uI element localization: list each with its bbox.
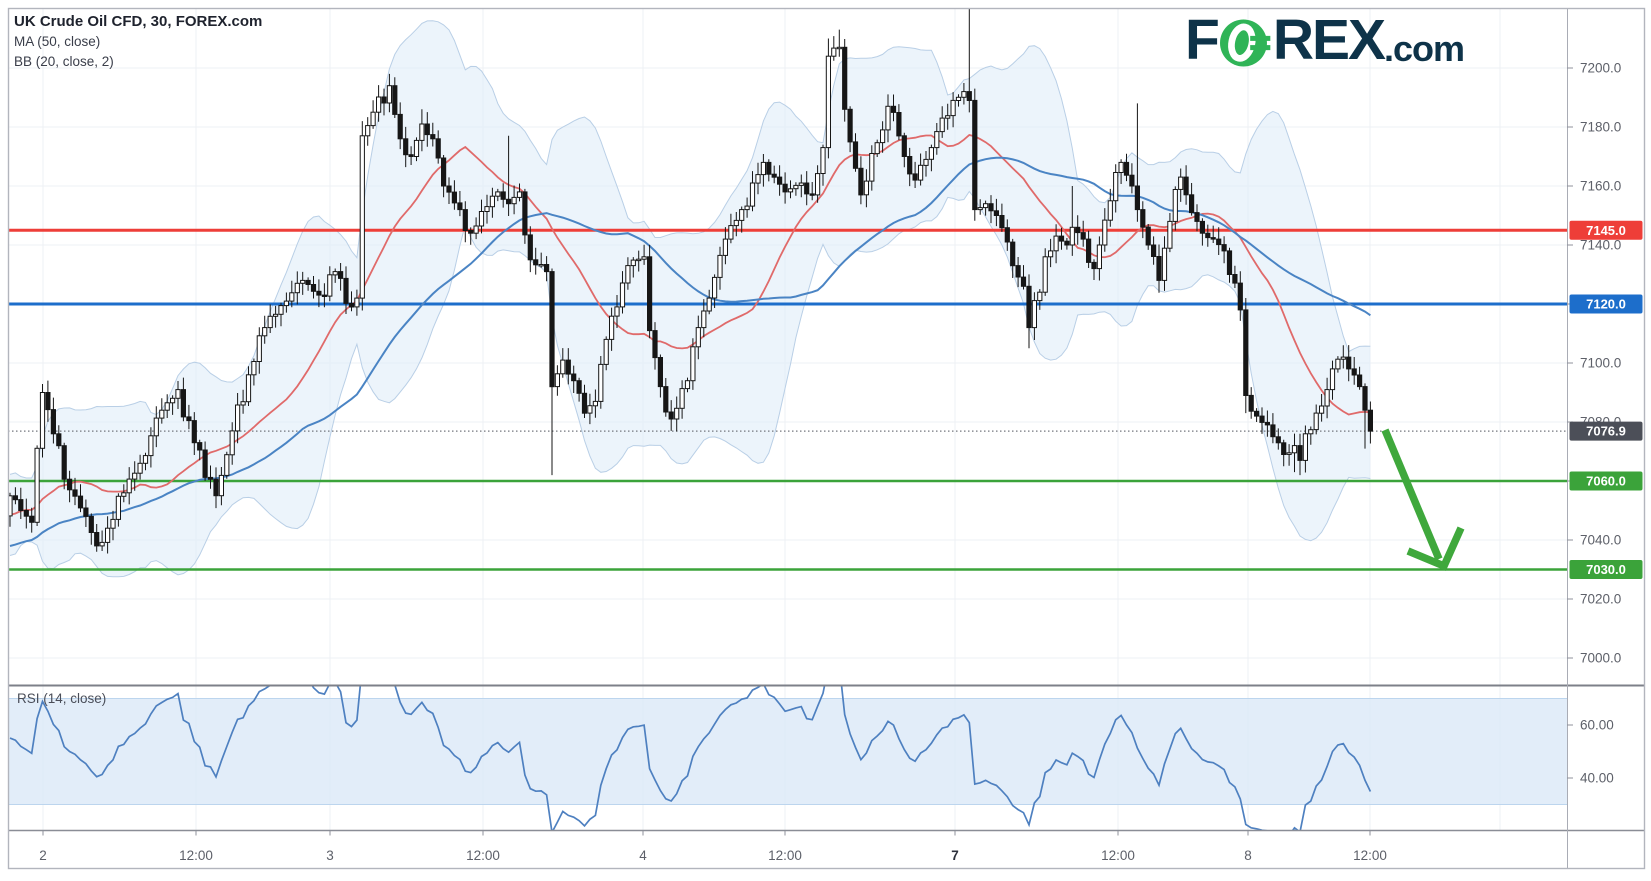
candlesticks	[8, 8, 1374, 554]
price-badges: 7145.0 7120.0 7060.0 7030.0 7076.9	[1569, 220, 1643, 579]
level-badge	[1569, 220, 1643, 240]
price-tick-label: 7100.0	[1580, 356, 1621, 371]
time-tick-label: 3	[326, 848, 334, 863]
chart-frame	[7, 7, 1646, 870]
logo-text-com: .com	[1384, 28, 1465, 69]
price-tick-label: 7020.0	[1580, 592, 1621, 607]
price-tick-label: 7200.0	[1580, 61, 1621, 76]
symbol-title[interactable]: UK Crude Oil CFD, 30, FOREX.com	[14, 13, 263, 30]
last-price-badge	[1569, 421, 1643, 441]
rsi-tick-label: 60.00	[1580, 718, 1614, 733]
logo-o-icon	[1219, 16, 1272, 70]
svg-text:7030.0: 7030.0	[1586, 562, 1626, 577]
time-tick-label: 8	[1244, 848, 1252, 863]
time-tick-label: 12:00	[1101, 848, 1135, 863]
ma-indicator-label[interactable]: MA (50, close)	[14, 34, 101, 49]
price-tick-label: 7000.0	[1580, 651, 1621, 666]
bb-indicator-label[interactable]: BB (20, close, 2)	[14, 54, 114, 69]
level-badge	[1569, 471, 1643, 491]
time-tick-label: 7	[951, 848, 959, 863]
chart-legend: UK Crude Oil CFD, 30, FOREX.com MA (50, …	[14, 12, 262, 72]
svg-text:7120.0: 7120.0	[1586, 297, 1626, 312]
time-axis-labels[interactable]: 2 12:00 3 12:00 4 12:00 7 12:00 8 12:00	[39, 831, 1387, 863]
rsi-line	[9, 686, 1372, 830]
time-tick-label: 12:00	[768, 848, 802, 863]
logo-text-rex: REX	[1272, 8, 1386, 72]
rsi-band	[8, 698, 1567, 805]
price-tick-label: 7140.0	[1580, 238, 1621, 253]
level-badge	[1569, 294, 1643, 314]
price-tick-label: 7040.0	[1580, 533, 1621, 548]
time-tick-label: 4	[639, 848, 647, 863]
price-tick-label: 7180.0	[1580, 120, 1621, 135]
svg-text:7145.0: 7145.0	[1586, 223, 1626, 238]
level-badge	[1569, 560, 1643, 579]
down-arrow-annotation[interactable]	[1381, 428, 1465, 571]
svg-text:7076.9: 7076.9	[1586, 424, 1626, 439]
time-tick-label: 12:00	[466, 848, 500, 863]
time-tick-label: 12:00	[1353, 848, 1387, 863]
forex-logo: F REX .com	[1185, 8, 1465, 72]
price-tick-label: 7160.0	[1580, 179, 1621, 194]
rsi-tick-label: 40.00	[1580, 771, 1614, 786]
bollinger-band	[9, 20, 1371, 578]
ma-50-line	[9, 156, 1371, 547]
time-tick-label: 12:00	[179, 848, 213, 863]
rsi-indicator-label[interactable]: RSI (14, close)	[17, 691, 107, 706]
svg-text:7060.0: 7060.0	[1586, 474, 1626, 489]
logo-text-f: F	[1185, 8, 1220, 72]
time-tick-label: 2	[39, 848, 47, 863]
